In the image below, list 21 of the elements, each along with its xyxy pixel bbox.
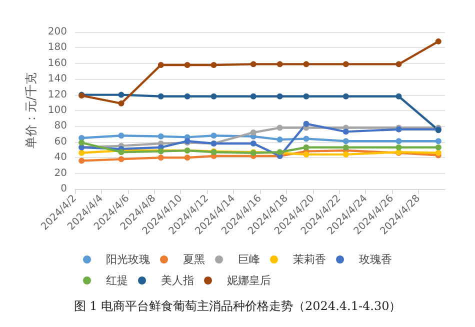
y-tick-label: 40 (54, 152, 67, 164)
text: 图 1 电商平台鲜食葡萄主消品种价格走势（2024.4.1-4.30） (74, 299, 402, 313)
y-tick-label: 120 (48, 89, 67, 100)
y-tick-label: 60 (54, 136, 67, 148)
legend-label: 夏黑 (183, 253, 205, 266)
y-tick-label: 100 (48, 105, 67, 116)
legend-label: 红提 (106, 274, 128, 287)
y-tick-label: 180 (48, 42, 67, 54)
y-tick-label: 140 (48, 74, 67, 85)
y-tick-label: 20 (54, 168, 67, 179)
legend-label: 阳光玫瑰 (106, 253, 150, 266)
y-tick-label: 80 (54, 120, 67, 132)
legend-label: 玫瑰香 (359, 253, 392, 266)
legend-label: 茉莉香 (293, 253, 326, 266)
y-tick-label: 200 (48, 26, 67, 38)
y-tick-label: 160 (48, 58, 67, 69)
legend-label: 妮娜皇后 (227, 274, 271, 287)
legend-label: 巨峰 (238, 253, 260, 266)
y-tick-label: 0 (60, 184, 67, 194)
legend-label: 美人指 (161, 274, 194, 287)
y-axis-title: 单价：元/千克 (24, 72, 38, 149)
